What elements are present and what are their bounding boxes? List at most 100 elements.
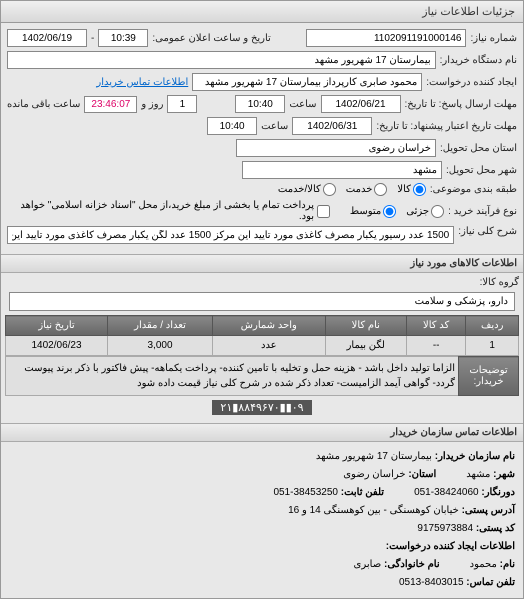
creator-family-value: صابری (354, 559, 382, 570)
purchase-medium-radio[interactable] (383, 205, 396, 218)
buyer-desc-label: توضیحات خریدار: (459, 357, 519, 396)
creator-input[interactable] (192, 73, 422, 91)
validity-hour-label: ساعت (261, 121, 288, 132)
payment-note-check[interactable]: پرداخت تمام یا بخشی از مبلغ خرید،از محل … (7, 200, 330, 222)
creator-section-title: اطلاعات ایجاد کننده درخواست: (9, 538, 515, 556)
row-request-number: شماره نیاز: تاریخ و ساعت اعلان عمومی: - (7, 29, 517, 47)
row-deadline-send: مهلت ارسال پاسخ: تا تاریخ: ساعت روز و 23… (7, 95, 517, 113)
remaining-days[interactable] (167, 95, 197, 113)
cell-qty: 3,000 (108, 336, 213, 356)
contact-phone-row: دورنگار: 38424060-051 تلفن ثابت: 3845325… (9, 484, 515, 502)
validity-label: مهلت تاریخ اعتبار پیشنهاد: تا تاریخ: (376, 121, 517, 132)
contact-fax-label: دورنگار: (481, 487, 515, 498)
contact-org-label: نام سازمان خریدار: (435, 451, 515, 462)
creator-name-value: محمود (470, 559, 497, 570)
announce-date-input[interactable] (7, 29, 87, 47)
description-label: شرح کلی نیاز: (458, 226, 517, 237)
payment-note-text: پرداخت تمام یا بخشی از مبلغ خرید،از محل … (7, 200, 314, 222)
creator-label: ایجاد کننده درخواست: (426, 77, 517, 88)
table-row[interactable]: 1 -- لگن بیمار عدد 3,000 1402/06/23 (6, 336, 519, 356)
panel-body: شماره نیاز: تاریخ و ساعت اعلان عمومی: - … (1, 23, 523, 254)
priority-khedmat[interactable]: خدمت (346, 183, 388, 196)
cell-date: 1402/06/23 (6, 336, 108, 356)
creator-tel-value: 8403015-0513 (399, 577, 464, 588)
priority-label: طبقه بندی موضوعی: (430, 184, 517, 195)
purchase-low[interactable]: جزئی (406, 205, 444, 218)
payment-note-checkbox[interactable] (317, 205, 330, 218)
redacted-phone: ۰۹▮▮۸۸۴۹۶۷۰▮۲۱ (212, 400, 311, 415)
buyer-desc-table: توضیحات خریدار: الزاما تولید داخل باشد -… (5, 356, 519, 396)
row-city: شهر محل تحویل: (7, 161, 517, 179)
city-label: شهر محل تحویل: (446, 165, 517, 176)
priority-kala-radio[interactable] (413, 183, 426, 196)
city-input[interactable] (242, 161, 442, 179)
col-date: تاریخ نیاز (6, 316, 108, 336)
priority-kala-khedmat-radio[interactable] (323, 183, 336, 196)
announce-label: تاریخ و ساعت اعلان عمومی: (152, 33, 271, 44)
contact-loc-row: شهر: مشهد استان: خراسان رضوی (9, 466, 515, 484)
province-label: استان محل تحویل: (440, 143, 517, 154)
col-name: نام کالا (325, 316, 406, 336)
items-table: ردیف کد کالا نام کالا واحد شمارش تعداد /… (5, 315, 519, 356)
remaining-label: ساعت باقی مانده (7, 99, 80, 110)
buyer-org-input[interactable] (7, 51, 436, 69)
row-category: گروه کالا: (5, 277, 519, 288)
remaining-days-label: روز و (141, 99, 163, 110)
buyer-org-label: نام دستگاه خریدار: (440, 55, 517, 66)
priority-kala-khedmat[interactable]: کالا/خدمت (278, 183, 336, 196)
contact-phone-value: 38453250-051 (273, 487, 338, 498)
purchase-radio-group: جزئی متوسط (350, 205, 444, 218)
col-unit: واحد شمارش (212, 316, 325, 336)
row-description: شرح کلی نیاز: (7, 226, 517, 244)
contact-org-row: نام سازمان خریدار: بیمارستان 17 شهریور م… (9, 448, 515, 466)
validity-hour[interactable] (207, 117, 257, 135)
creator-tel-label: تلفن تماس: (466, 577, 515, 588)
contact-section-title: اطلاعات تماس سازمان خریدار (1, 423, 523, 442)
deadline-hour-label: ساعت (289, 99, 316, 110)
purchase-type-label: نوع فرآیند خرید : (448, 206, 517, 217)
buyer-contact-link[interactable]: اطلاعات تماس خریدار (96, 77, 188, 88)
province-input[interactable] (236, 139, 436, 157)
cell-idx: 1 (466, 336, 519, 356)
deadline-send-label: مهلت ارسال پاسخ: تا تاریخ: (405, 99, 517, 110)
redacted-bar: ۰۹▮▮۸۸۴۹۶۷۰▮۲۱ (5, 396, 519, 419)
purchase-medium[interactable]: متوسط (350, 205, 396, 218)
cell-unit: عدد (212, 336, 325, 356)
row-province: استان محل تحویل: (7, 139, 517, 157)
details-panel: جزئیات اطلاعات نیاز شماره نیاز: تاریخ و … (0, 0, 524, 599)
row-creator: ایجاد کننده درخواست: اطلاعات تماس خریدار (7, 73, 517, 91)
contact-city-value: مشهد (466, 469, 490, 480)
category-value: دارو، پزشکی و سلامت (9, 292, 515, 311)
row-purchase-type: نوع فرآیند خرید : جزئی متوسط پرداخت تمام… (7, 200, 517, 222)
priority-radio-group: کالا خدمت کالا/خدمت (278, 183, 426, 196)
priority-kala[interactable]: کالا (397, 183, 426, 196)
contact-province-label: استان: (408, 469, 436, 480)
announce-time-input[interactable] (98, 29, 148, 47)
table-header-row: ردیف کد کالا نام کالا واحد شمارش تعداد /… (6, 316, 519, 336)
contact-city-label: شهر: (493, 469, 515, 480)
row-buyer-org: نام دستگاه خریدار: (7, 51, 517, 69)
buyer-desc-text: الزاما تولید داخل باشد - هزینه حمل و تخل… (6, 357, 459, 396)
row-priority: طبقه بندی موضوعی: کالا خدمت کالا/خدمت (7, 183, 517, 196)
cell-name: لگن بیمار (325, 336, 406, 356)
items-body: گروه کالا: دارو، پزشکی و سلامت ردیف کد ک… (1, 273, 523, 423)
validity-date[interactable] (292, 117, 372, 135)
priority-khedmat-radio[interactable] (374, 183, 387, 196)
contact-postal-value: 9175973884 (417, 523, 473, 534)
items-section-title: اطلاعات کالاهای مورد نیاز (1, 254, 523, 273)
contact-postal-label: کد پستی: (476, 523, 515, 534)
remaining-countdown: 23:46:07 (84, 96, 137, 113)
purchase-low-radio[interactable] (431, 205, 444, 218)
deadline-send-hour[interactable] (235, 95, 285, 113)
panel-title: جزئیات اطلاعات نیاز (422, 6, 515, 18)
col-code: کد کالا (406, 316, 466, 336)
creator-family-label: نام خانوادگی: (384, 559, 440, 570)
creator-name-row: نام: محمود نام خانوادگی: صابری (9, 556, 515, 574)
request-number-input[interactable] (306, 29, 466, 47)
deadline-send-date[interactable] (321, 95, 401, 113)
request-number-label: شماره نیاز: (470, 33, 517, 44)
contact-province-value: خراسان رضوی (343, 469, 405, 480)
contact-org-value: بیمارستان 17 شهریور مشهد (316, 451, 432, 462)
cell-code: -- (406, 336, 466, 356)
description-input[interactable] (7, 226, 454, 244)
